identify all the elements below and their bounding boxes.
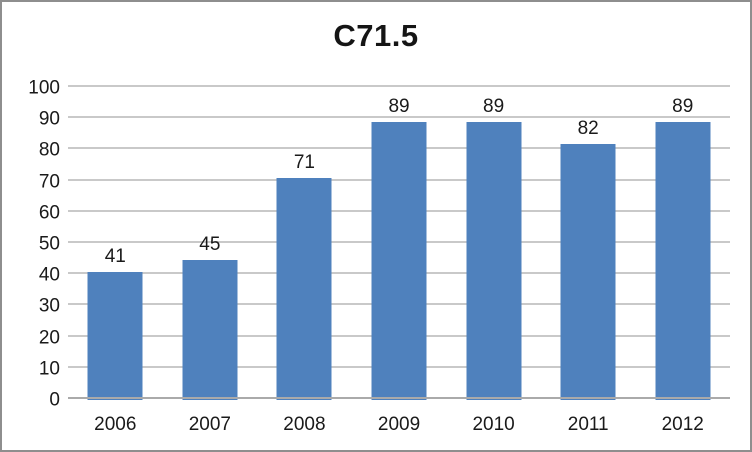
y-tick-label: 100 (28, 77, 60, 99)
y-tick-label: 50 (38, 233, 60, 255)
x-tick-label: 2006 (94, 414, 137, 435)
bar-2012 (655, 122, 711, 400)
gridline (68, 85, 730, 87)
x-axis-line (68, 397, 730, 399)
y-tick-label: 30 (38, 295, 60, 317)
bar-slot: 89 (635, 88, 730, 400)
x-axis-labels: 2006 2007 2008 2009 2010 2011 2012 (68, 410, 730, 440)
bar-slot: 82 (541, 88, 636, 400)
bar-slot: 89 (352, 88, 447, 400)
y-axis-labels: 0 10 20 30 40 50 60 70 80 90 100 (2, 79, 60, 410)
bar-2010 (466, 122, 522, 400)
bar-value-label: 89 (388, 96, 410, 118)
y-tick-label: 10 (38, 358, 60, 380)
bars-row: 41 45 71 89 89 82 89 (68, 88, 730, 400)
x-tick-label: 2007 (188, 414, 231, 435)
bar-2006 (87, 272, 143, 400)
bar-value-label: 71 (293, 152, 316, 174)
plot-area: 41 45 71 89 89 82 89 (68, 85, 730, 400)
bar-slot: 45 (163, 88, 258, 400)
bar-2008 (276, 178, 332, 400)
y-tick-label: 20 (38, 327, 60, 349)
bar-value-label: 41 (104, 246, 126, 268)
x-tick-label: 2011 (567, 414, 609, 435)
y-tick-label: 40 (38, 264, 60, 286)
chart-title: C71.5 (333, 18, 419, 53)
x-tick-label: 2009 (377, 414, 421, 435)
y-tick-label: 0 (49, 389, 60, 411)
y-tick-label: 60 (38, 202, 60, 224)
bar-slot: 71 (257, 88, 352, 400)
x-tick-label: 2008 (283, 414, 326, 435)
x-tick-label: 2010 (472, 414, 515, 435)
y-tick-label: 80 (38, 139, 60, 161)
x-tick-label: 2012 (661, 414, 704, 435)
bar-value-label: 45 (199, 233, 221, 255)
bar-value-label: 89 (672, 96, 694, 118)
bar-slot: 41 (68, 88, 163, 400)
bar-2007 (182, 259, 238, 400)
bar-value-label: 82 (577, 118, 599, 140)
gridline (68, 116, 730, 119)
bar-value-label: 89 (483, 96, 505, 118)
y-tick-label: 70 (38, 171, 60, 193)
bar-slot: 89 (446, 88, 541, 400)
bar-2011 (560, 144, 616, 400)
bar-2009 (371, 122, 427, 400)
y-tick-label: 90 (38, 108, 60, 130)
